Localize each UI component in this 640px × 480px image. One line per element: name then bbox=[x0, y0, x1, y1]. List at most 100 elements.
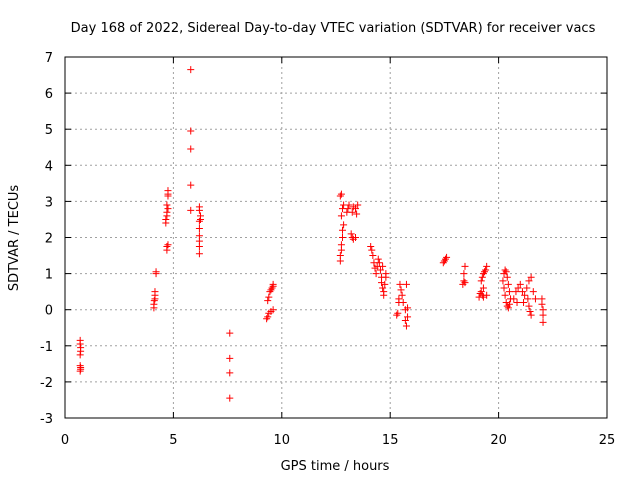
data-point bbox=[368, 246, 376, 254]
data-point bbox=[527, 311, 535, 319]
chart-title: Day 168 of 2022, Sidereal Day-to-day VTE… bbox=[71, 21, 596, 36]
data-point bbox=[163, 201, 171, 209]
data-point bbox=[518, 288, 526, 296]
data-point bbox=[266, 288, 274, 296]
data-point bbox=[505, 288, 513, 296]
x-axis-label: GPS time / hours bbox=[281, 459, 390, 474]
data-point bbox=[226, 394, 234, 402]
data-point bbox=[337, 190, 345, 198]
data-point bbox=[269, 280, 277, 288]
data-point bbox=[150, 297, 158, 305]
data-point bbox=[483, 291, 491, 299]
data-point bbox=[195, 203, 203, 211]
data-point bbox=[339, 234, 347, 241]
data-point bbox=[374, 255, 382, 263]
data-point bbox=[499, 277, 507, 285]
data-point bbox=[265, 293, 273, 301]
data-point bbox=[164, 205, 172, 213]
data-point bbox=[477, 288, 485, 296]
data-point bbox=[369, 252, 377, 260]
data-point bbox=[375, 259, 383, 267]
y-tick-label: -1 bbox=[40, 340, 53, 355]
x-tick-label: 20 bbox=[490, 433, 507, 448]
data-point bbox=[372, 270, 380, 278]
data-point bbox=[460, 270, 468, 278]
data-point bbox=[514, 284, 522, 292]
data-point bbox=[461, 262, 469, 270]
data-point bbox=[76, 351, 84, 359]
data-point bbox=[516, 280, 524, 288]
data-point bbox=[187, 145, 195, 153]
data-point bbox=[269, 306, 277, 314]
data-point bbox=[523, 284, 531, 292]
data-point bbox=[379, 284, 387, 292]
y-axis-label: SDTVAR / TECUs bbox=[7, 185, 22, 292]
y-tick-label: 6 bbox=[45, 87, 53, 102]
data-point bbox=[337, 241, 345, 249]
data-point bbox=[379, 262, 387, 270]
data-point bbox=[481, 268, 489, 276]
x-tick-label: 10 bbox=[274, 433, 291, 448]
data-point bbox=[402, 322, 410, 330]
data-point bbox=[479, 293, 487, 301]
data-point bbox=[398, 291, 406, 299]
data-point bbox=[187, 127, 195, 135]
y-tick-label: -3 bbox=[40, 412, 53, 427]
data-point bbox=[352, 234, 360, 241]
data-point bbox=[395, 295, 403, 303]
data-point bbox=[404, 304, 412, 312]
x-tick-label: 25 bbox=[599, 433, 616, 448]
data-point bbox=[187, 66, 195, 74]
data-point bbox=[501, 266, 509, 274]
data-point bbox=[529, 288, 537, 296]
data-point bbox=[502, 298, 510, 306]
data-point bbox=[344, 205, 352, 213]
data-point bbox=[380, 291, 388, 299]
y-tick-label: 3 bbox=[45, 195, 53, 210]
data-point bbox=[226, 329, 234, 337]
data-point bbox=[526, 308, 534, 316]
x-tick-label: 5 bbox=[169, 433, 177, 448]
data-point bbox=[505, 300, 513, 308]
data-point bbox=[162, 215, 170, 223]
data-point bbox=[538, 300, 546, 308]
data-point bbox=[477, 277, 485, 285]
data-point bbox=[348, 208, 356, 216]
data-point bbox=[336, 192, 344, 200]
data-point bbox=[267, 286, 275, 294]
data-point bbox=[381, 280, 389, 288]
y-tick-label: 7 bbox=[45, 51, 53, 66]
axis-ticks bbox=[64, 56, 608, 419]
grid bbox=[65, 57, 607, 418]
data-point bbox=[501, 291, 509, 299]
data-point bbox=[264, 297, 272, 305]
data-point bbox=[402, 280, 410, 288]
data-point bbox=[483, 262, 491, 270]
data-point bbox=[482, 266, 490, 274]
data-point bbox=[187, 181, 195, 189]
data-point bbox=[479, 270, 487, 278]
data-point bbox=[441, 255, 449, 263]
data-point bbox=[504, 280, 512, 288]
data-point bbox=[504, 304, 512, 312]
data-point bbox=[354, 201, 362, 209]
data-point bbox=[521, 291, 529, 299]
data-point bbox=[352, 205, 360, 213]
data-point bbox=[187, 206, 195, 214]
data-point bbox=[443, 253, 451, 261]
data-point bbox=[479, 284, 487, 292]
data-point bbox=[397, 286, 405, 294]
data-point bbox=[337, 212, 345, 220]
data-point bbox=[440, 257, 448, 265]
y-tick-label: 0 bbox=[45, 304, 53, 319]
data-point bbox=[152, 268, 160, 276]
data-point bbox=[195, 250, 203, 258]
data-point bbox=[195, 224, 203, 232]
data-point bbox=[539, 318, 547, 326]
data-point bbox=[353, 210, 361, 218]
data-point bbox=[399, 298, 407, 306]
data-point bbox=[396, 280, 404, 288]
data-point bbox=[382, 270, 390, 278]
data-point bbox=[527, 273, 535, 281]
